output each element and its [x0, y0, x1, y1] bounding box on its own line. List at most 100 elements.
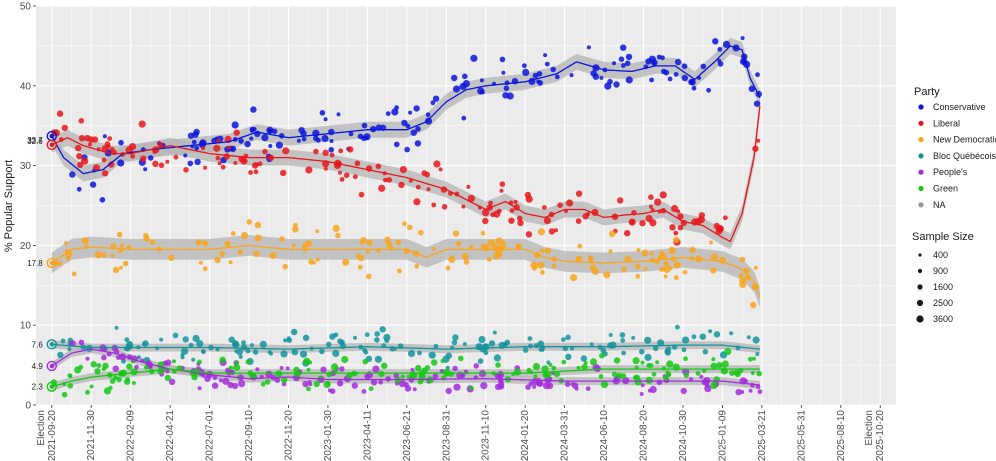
- poll-point: [102, 362, 109, 370]
- x-tick-label: 2024-01-20: [520, 410, 531, 461]
- poll-point: [525, 195, 533, 203]
- poll-point: [537, 228, 546, 236]
- y-tick-label: 20: [20, 241, 32, 252]
- poll-point: [228, 260, 233, 265]
- size-legend-dot: [916, 299, 924, 307]
- poll-point: [557, 202, 563, 208]
- poll-point: [292, 226, 299, 233]
- election-marker-dot: [49, 363, 54, 369]
- poll-point: [397, 268, 402, 274]
- poll-point: [531, 265, 538, 271]
- poll-point: [536, 71, 543, 77]
- poll-point: [52, 129, 61, 137]
- poll-point: [374, 337, 380, 343]
- poll-point: [187, 132, 195, 139]
- poll-point: [230, 231, 236, 236]
- poll-point: [67, 347, 72, 352]
- poll-point: [219, 251, 225, 257]
- poll-point: [414, 263, 420, 269]
- poll-point: [453, 383, 461, 391]
- poll-point: [280, 169, 287, 177]
- x-axis: Election 2021-09-20 2021-11-30 2022-02-09 20…: [36, 405, 886, 461]
- x-tick-label-group: 2025-01-09: [717, 410, 728, 461]
- poll-point: [668, 247, 676, 255]
- poll-point: [659, 252, 667, 260]
- poll-point: [554, 228, 558, 233]
- poll-point: [341, 355, 349, 364]
- poll-point: [633, 374, 641, 381]
- x-tick-label-group: 2024-08-20: [639, 410, 650, 461]
- trend-line: [51, 45, 761, 175]
- poll-point: [522, 63, 527, 69]
- poll-point: [246, 219, 252, 225]
- poll-point: [293, 222, 298, 228]
- poll-point: [528, 381, 534, 387]
- poll-point: [404, 146, 410, 153]
- poll-point: [603, 271, 611, 279]
- poll-point: [320, 366, 327, 373]
- poll-point: [570, 346, 574, 351]
- poll-point: [409, 371, 417, 379]
- poll-point: [629, 219, 635, 225]
- poll-point: [172, 359, 176, 364]
- poll-point: [194, 145, 200, 151]
- poll-point: [689, 377, 693, 382]
- election-marker-dot: [49, 384, 54, 389]
- poll-point: [281, 376, 288, 384]
- poll-point: [78, 135, 86, 142]
- poll-point: [245, 359, 251, 365]
- poll-point: [577, 243, 583, 249]
- poll-point: [662, 366, 666, 371]
- poll-point: [467, 194, 475, 202]
- poll-point: [575, 255, 582, 263]
- poll-point: [698, 212, 705, 219]
- poll-point: [640, 383, 645, 388]
- x-tick-label: Election: [36, 410, 47, 446]
- poll-point: [378, 184, 386, 192]
- poll-point: [116, 231, 123, 238]
- poll-point: [580, 355, 588, 362]
- poll-point: [652, 345, 659, 352]
- poll-point: [407, 349, 416, 358]
- x-tick-label: 2022-04-21: [165, 410, 176, 461]
- poll-point: [625, 53, 633, 61]
- poll-point: [101, 252, 107, 258]
- y-tick-label: 50: [20, 2, 32, 13]
- poll-point: [117, 159, 125, 167]
- poll-point: [269, 351, 273, 356]
- poll-point: [254, 234, 262, 242]
- poll-point: [448, 255, 456, 263]
- poll-point: [237, 249, 244, 256]
- poll-point: [182, 336, 189, 343]
- poll-point: [452, 85, 461, 93]
- poll-point: [600, 381, 609, 389]
- poll-point: [659, 266, 665, 273]
- poll-point: [611, 371, 618, 378]
- poll-point: [326, 341, 332, 348]
- poll-point: [196, 340, 204, 348]
- poll-point: [488, 340, 496, 347]
- poll-point: [194, 158, 201, 166]
- poll-point: [537, 340, 544, 347]
- poll-point: [418, 229, 424, 236]
- legend-key-dot: [918, 120, 924, 126]
- poll-point: [566, 199, 574, 207]
- poll-point: [452, 230, 460, 237]
- poll-point: [724, 347, 732, 356]
- poll-point: [118, 139, 124, 146]
- poll-point: [249, 136, 254, 141]
- poll-point: [480, 382, 488, 390]
- poll-point: [613, 357, 621, 364]
- poll-point: [201, 240, 209, 247]
- poll-point: [351, 382, 358, 389]
- poll-point: [542, 205, 547, 210]
- poll-point: [104, 141, 111, 147]
- election-value-label: 33.7: [27, 136, 43, 145]
- election-value-label: 2.3: [32, 383, 44, 392]
- poll-point: [426, 376, 434, 384]
- poll-point: [68, 250, 73, 255]
- poll-point: [358, 191, 365, 198]
- poll-point: [131, 381, 136, 385]
- poll-point: [466, 184, 471, 189]
- poll-point: [152, 149, 157, 154]
